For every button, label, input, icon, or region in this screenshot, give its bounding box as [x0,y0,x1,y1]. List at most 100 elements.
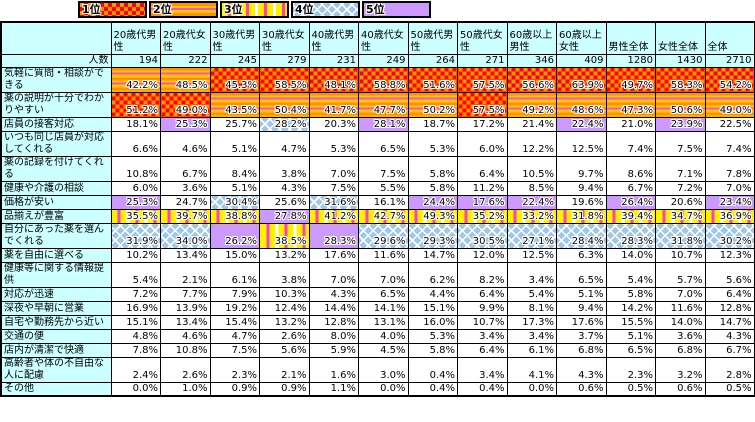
legend-item-rank-2: 2位 [149,1,218,18]
data-cell: 50.4% [259,91,310,118]
data-cell: 10.3% [259,286,310,302]
data-cell: 12.5% [556,130,607,157]
data-cell: 34.7% [655,208,706,224]
data-cell: 14.2% [605,300,656,316]
data-cell: 3.8% [259,261,310,288]
data-cell: 4.3% [308,286,359,302]
data-cell: 19.6% [556,194,607,210]
data-cell: 9.4% [556,180,607,196]
data-cell: 19.2% [209,300,260,316]
ranking-table: 20歳代男性 20歳代女性 30歳代男性 30歳代女性 40歳代男性 40歳代女性 50歳代… [0,21,755,397]
count-cell: 1280 [605,53,656,68]
count-cell: 245 [209,53,260,68]
data-cell: 54.2% [704,66,755,93]
data-cell: 12.0% [457,247,508,263]
data-cell: 2.8% [704,356,755,383]
data-cell: 17.3% [506,314,557,330]
data-cell: 3.4% [506,328,557,344]
data-cell: 13.4% [160,314,211,330]
data-cell: 25.6% [259,194,310,210]
data-cell: 34.0% [160,222,211,249]
data-cell: 17.6% [556,314,607,330]
column-header: 20歳代女性 [160,21,211,55]
table-row: 薬の記録を付けてくれる 10.8% 6.7% 8.4% 3.8% 7.0% 7.5% 5.8%… [0,155,755,182]
data-cell: 47.3% [605,91,656,118]
count-cell: 409 [556,53,607,68]
data-cell: 36.9% [704,208,755,224]
count-cell: 2710 [704,53,755,68]
row-label: 薬の記録を付けてくれる [0,155,112,182]
legend-item-rank-4: 4位 [291,1,360,18]
column-header: 全体 [704,21,755,55]
data-cell: 10.7% [655,247,706,263]
data-cell: 8.0% [308,328,359,344]
data-cell: 24.7% [160,194,211,210]
data-cell: 28.3% [605,222,656,249]
data-cell: 23.4% [704,194,755,210]
data-cell: 14.0% [655,314,706,330]
data-cell: 31.8% [655,222,706,249]
data-cell: 25.3% [160,116,211,132]
data-cell: 30.5% [457,222,508,249]
legend-item-rank-3: 3位 [220,1,289,18]
data-cell: 6.5% [358,286,409,302]
count-cell: 279 [259,53,310,68]
data-cell: 5.9% [308,342,359,358]
data-cell: 0.6% [655,381,706,397]
data-cell: 1.6% [308,356,359,383]
data-cell: 26.4% [605,194,656,210]
data-cell: 6.4% [457,342,508,358]
data-cell: 0.4% [457,381,508,397]
data-cell: 6.8% [655,342,706,358]
data-cell: 20.6% [655,194,706,210]
data-cell: 0.5% [704,381,755,397]
data-cell: 12.3% [704,247,755,263]
data-cell: 11.6% [655,300,706,316]
data-cell: 14.7% [704,314,755,330]
data-cell: 15.5% [605,314,656,330]
data-cell: 48.1% [308,66,359,93]
data-cell: 18.1% [110,116,161,132]
data-cell: 2.1% [259,356,310,383]
data-cell: 12.5% [506,247,557,263]
data-cell: 8.2% [457,261,508,288]
table-row: その他 0.0% 1.0% 0.9% 0.9% 1.1% 0.0% 0.4% 0.4% 0.0% 0… [0,381,755,397]
data-cell: 58.3% [655,66,706,93]
data-cell: 26.2% [209,222,260,249]
data-cell: 6.1% [506,342,557,358]
data-cell: 6.2% [407,261,458,288]
data-cell: 39.4% [605,208,656,224]
table-row: 健康等に関する情報提供 5.4% 2.1% 6.1% 3.8% 7.0% 7.0% 6.2% 8… [0,261,755,288]
data-cell: 5.3% [407,130,458,157]
data-cell: 5.8% [407,155,458,182]
table-row: 交通の便 4.8% 4.6% 4.7% 2.6% 8.0% 4.0% 5.3% 3.4% 3.4%… [0,328,755,344]
data-cell: 0.0% [506,381,557,397]
data-cell: 20.3% [308,116,359,132]
data-cell: 41.7% [308,91,359,118]
corner-cell [0,21,112,55]
data-cell: 16.0% [407,314,458,330]
data-cell: 35.2% [457,208,508,224]
data-cell: 5.6% [259,342,310,358]
data-cell: 2.6% [160,356,211,383]
rank-legend: 1位 2位 3位 4位 5位 [78,1,755,18]
data-cell: 7.0% [308,155,359,182]
data-cell: 12.8% [704,300,755,316]
data-cell: 3.2% [655,356,706,383]
column-header: 30歳代女性 [259,21,310,55]
data-cell: 3.6% [160,180,211,196]
row-label: 店内が清潔で快適 [0,342,112,358]
row-label: 健康や介護の相談 [0,180,112,196]
row-label: 健康等に関する情報提供 [0,261,112,288]
count-cell: 271 [457,53,508,68]
data-cell: 6.7% [704,342,755,358]
data-cell: 28.4% [556,222,607,249]
data-cell: 3.4% [457,328,508,344]
data-cell: 25.7% [209,116,260,132]
data-cell: 21.4% [506,116,557,132]
data-cell: 38.5% [259,222,310,249]
data-cell: 17.6% [308,247,359,263]
data-cell: 22.4% [556,116,607,132]
table-row: 深夜や早朝に営業 16.9% 13.9% 19.2% 12.4% 14.4% 14.1% 15… [0,300,755,316]
data-cell: 0.4% [407,381,458,397]
